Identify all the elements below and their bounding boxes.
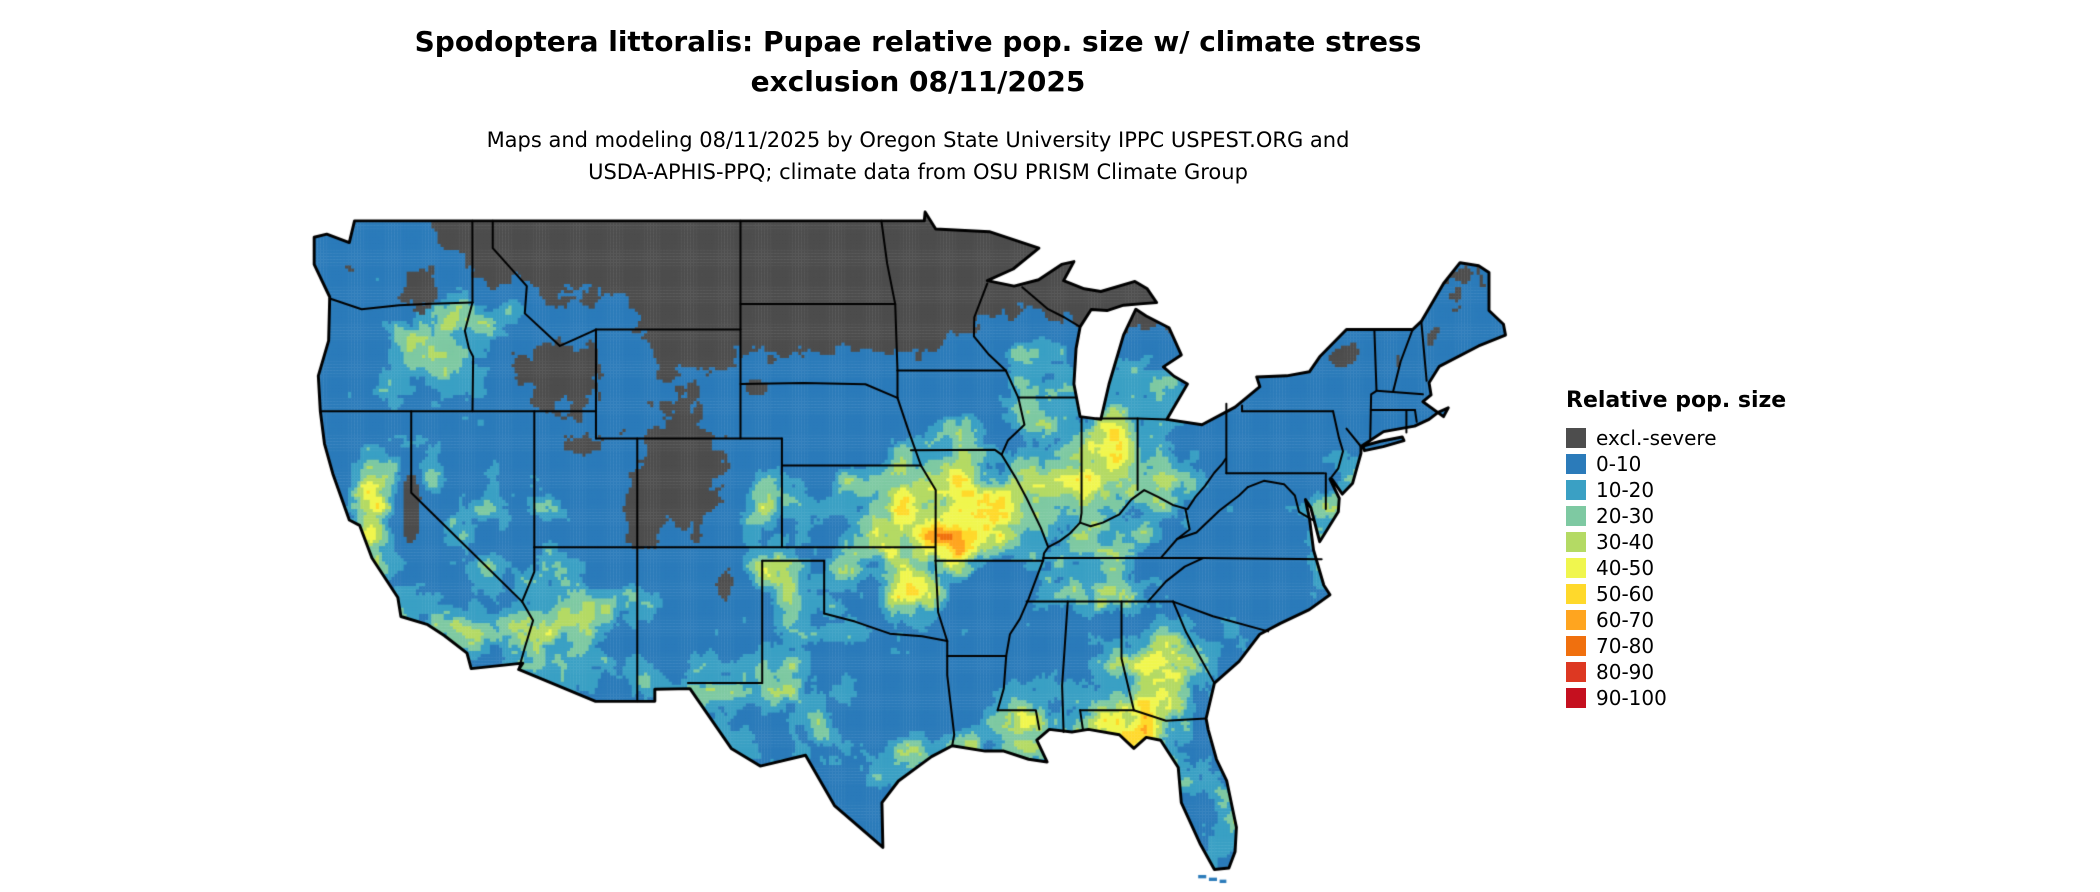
legend-swatch — [1566, 662, 1586, 682]
legend-swatch — [1566, 610, 1586, 630]
legend-item-label: 50-60 — [1596, 582, 1655, 606]
legend-item-label: 20-30 — [1596, 504, 1655, 528]
map-header: Spodoptera littoralis: Pupae relative po… — [0, 22, 1836, 189]
legend-swatch — [1566, 480, 1586, 500]
legend-swatch — [1566, 506, 1586, 526]
legend-swatch — [1566, 558, 1586, 578]
legend-item: 70-80 — [1566, 633, 1806, 659]
legend-swatch — [1566, 454, 1586, 474]
legend-item: 10-20 — [1566, 477, 1806, 503]
legend-items: excl.-severe 0-10 10-20 20-30 30-40 40-50 50-6… — [1566, 425, 1806, 711]
legend-swatch — [1566, 532, 1586, 552]
legend-item: 60-70 — [1566, 607, 1806, 633]
legend-item: 90-100 — [1566, 685, 1806, 711]
map-subtitle: Maps and modeling 08/11/2025 by Oregon S… — [486, 127, 1350, 185]
legend-item-label: excl.-severe — [1596, 426, 1717, 450]
legend-item: excl.-severe — [1566, 425, 1806, 451]
legend-item-label: 40-50 — [1596, 556, 1655, 580]
legend-item-label: 80-90 — [1596, 660, 1655, 684]
legend-item-label: 60-70 — [1596, 608, 1655, 632]
legend-item-label: 0-10 — [1596, 452, 1642, 476]
legend-item: 50-60 — [1566, 581, 1806, 607]
map-legend: Relative pop. size excl.-severe 0-10 10-20… — [1566, 388, 1806, 711]
legend-title: Relative pop. size — [1566, 388, 1787, 413]
us-choropleth-map — [308, 210, 1528, 888]
legend-item: 0-10 — [1566, 451, 1806, 477]
legend-item: 40-50 — [1566, 555, 1806, 581]
legend-item-label: 10-20 — [1596, 478, 1655, 502]
legend-item: 20-30 — [1566, 503, 1806, 529]
legend-item: 30-40 — [1566, 529, 1806, 555]
legend-item: 80-90 — [1566, 659, 1806, 685]
legend-item-label: 90-100 — [1596, 686, 1667, 710]
legend-swatch — [1566, 428, 1586, 448]
legend-item-label: 70-80 — [1596, 634, 1655, 658]
legend-item-label: 30-40 — [1596, 530, 1655, 554]
map-title: Spodoptera littoralis: Pupae relative po… — [414, 25, 1422, 98]
map-region — [308, 210, 1528, 888]
legend-swatch — [1566, 688, 1586, 708]
legend-swatch — [1566, 636, 1586, 656]
legend-swatch — [1566, 584, 1586, 604]
